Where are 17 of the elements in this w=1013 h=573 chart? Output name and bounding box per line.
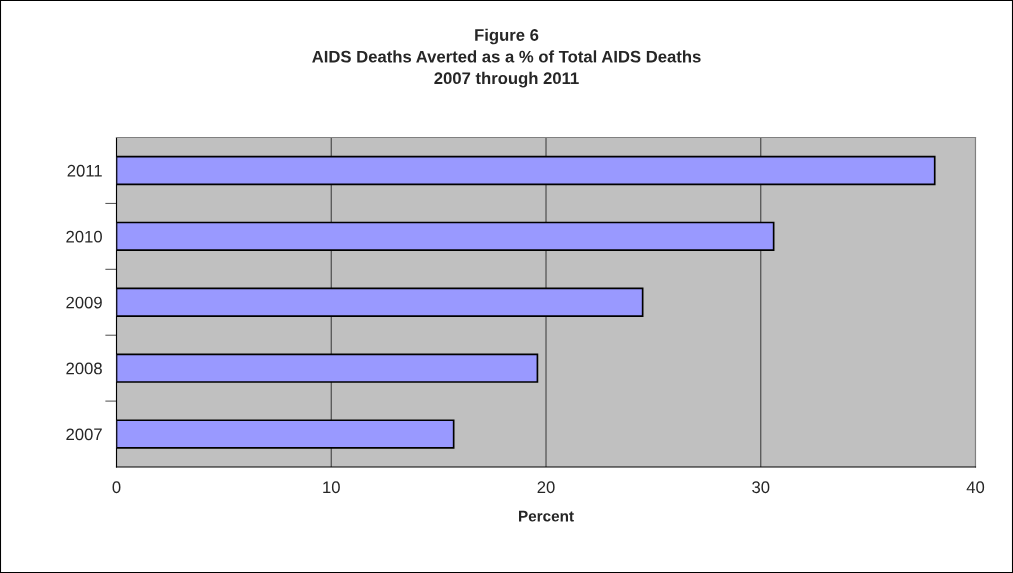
bar [116,221,775,252]
bar [116,419,455,449]
x-tick-label: 40 [966,481,985,494]
x-tick-label: 10 [323,481,340,494]
y-tick-label: 2008 [66,362,102,375]
y-tick-label: 2011 [67,164,102,177]
y-tick-label: 2007 [66,428,102,441]
x-tick-label: 0 [112,481,121,494]
x-tick-label: 30 [752,481,770,494]
chart-title: Figure 6 AIDS Deaths Averted as a % of Total AIDS Deaths 2007 through 2011 [312,28,701,88]
bar [116,353,539,383]
x-axis-title: Percent [519,510,574,522]
bar [116,287,644,317]
x-tick-label: 20 [537,481,555,494]
y-tick-label: 2009 [66,296,102,309]
y-tick-label: 2010 [66,230,102,243]
bar [116,155,936,186]
